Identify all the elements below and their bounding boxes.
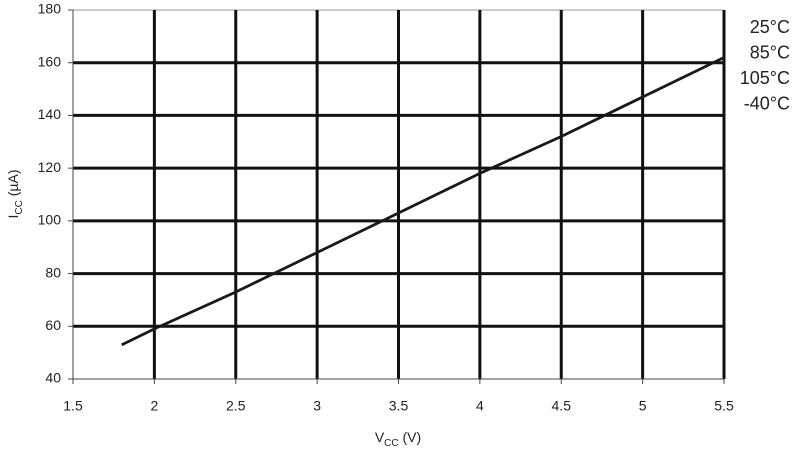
x-tick-label: 3: [313, 398, 321, 414]
y-tick-label: 100: [38, 212, 62, 228]
x-tick-label: 1.5: [63, 398, 83, 414]
x-tick-label: 5: [639, 398, 647, 414]
y-axis-label: ICC (µA): [5, 170, 25, 219]
y-tick-label: 120: [38, 159, 62, 175]
x-tick-label: 2: [150, 398, 158, 414]
label-part: CC: [14, 200, 25, 214]
legend-label: 105°C: [740, 68, 790, 88]
label-part: CC: [384, 438, 398, 449]
label-part: I: [5, 215, 21, 219]
x-tick-label: 5.5: [714, 398, 734, 414]
legend-label: -40°C: [744, 93, 790, 113]
y-tick-label: 80: [45, 264, 61, 280]
x-tick-label: 2.5: [226, 398, 246, 414]
x-tick-label: 4: [476, 398, 484, 414]
y-tick-label: 40: [45, 370, 61, 386]
x-tick-label: 4.5: [552, 398, 572, 414]
legend-label: 85°C: [750, 42, 790, 62]
x-tick-label: 3.5: [389, 398, 409, 414]
y-tick-label: 180: [38, 1, 62, 17]
y-tick-label: 60: [45, 317, 61, 333]
series-line: [121, 56, 725, 346]
x-axis-label: VCC (V): [375, 429, 421, 449]
legend-label: 25°C: [750, 17, 790, 37]
y-tick-label: 140: [38, 106, 62, 122]
label-part: (V): [399, 429, 422, 445]
label-part: (µA): [5, 170, 21, 201]
y-tick-label: 160: [38, 53, 62, 69]
label-part: V: [375, 429, 385, 445]
